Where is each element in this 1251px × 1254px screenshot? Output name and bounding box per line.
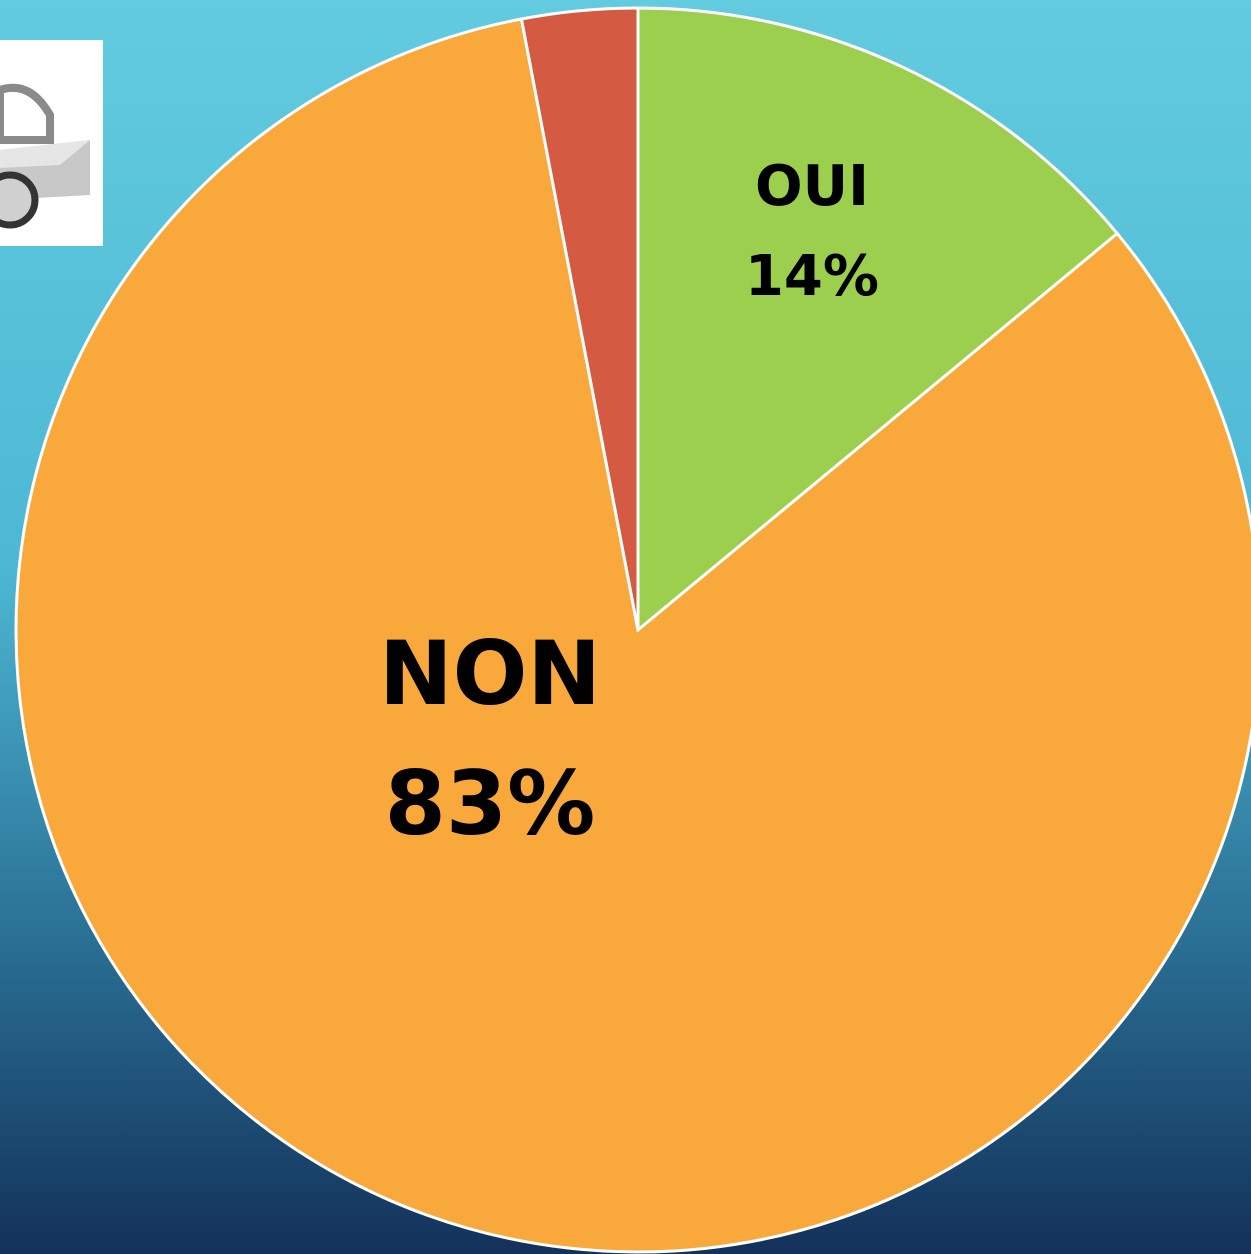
pie-slice <box>519 6 640 631</box>
slice-value-label: 14% <box>745 244 879 309</box>
slice-category-label: NON <box>379 622 601 725</box>
pie-slice <box>636 6 1120 634</box>
slice-category-label: OUI <box>755 154 869 219</box>
slice-value-label: 83% <box>385 752 596 855</box>
pie-slice <box>14 17 1251 1254</box>
car-icon <box>0 40 103 246</box>
